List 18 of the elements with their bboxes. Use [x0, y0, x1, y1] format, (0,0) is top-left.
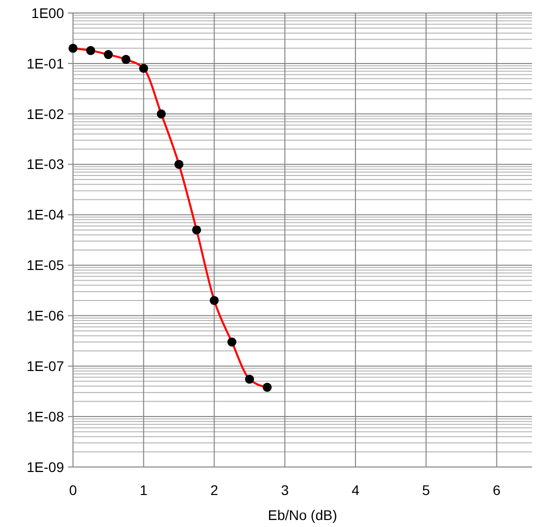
y-tick-label: 1E-08	[26, 408, 64, 424]
x-tick-label: 1	[140, 482, 148, 498]
x-tick-label: 4	[352, 482, 360, 498]
y-tick-label: 1E-05	[26, 257, 64, 274]
y-tick-label: 1E-01	[26, 55, 64, 72]
y-tick-label: 1E-04	[26, 206, 64, 223]
y-tick-label: 1E-06	[26, 308, 64, 324]
y-tick-label: 1E00	[31, 4, 64, 21]
x-tick-label: 5	[422, 482, 430, 498]
y-tick-label: 1E-09	[26, 458, 64, 475]
x-tick-label: 3	[280, 482, 289, 498]
x-axis-title: Eb/No (dB)	[268, 507, 338, 523]
x-tick-label: 6	[492, 482, 501, 498]
x-tick-label: 2	[210, 482, 218, 498]
y-tick-label: 1E-02	[26, 106, 64, 122]
x-tick-label: 0	[69, 482, 78, 498]
y-tick-label: 1E-03	[26, 156, 64, 172]
y-tick-label: 1E-07	[26, 358, 64, 374]
